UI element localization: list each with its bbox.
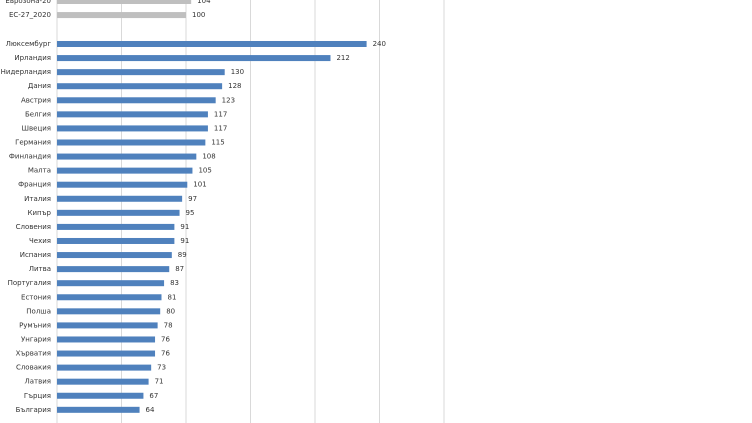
y-tick-label: Литва xyxy=(29,265,51,273)
bar xyxy=(57,69,225,76)
y-tick-label: Ирландия xyxy=(14,54,51,62)
y-tick-label: Гърция xyxy=(24,392,51,400)
value-label: 91 xyxy=(180,237,189,245)
value-label: 76 xyxy=(161,335,170,343)
bar xyxy=(57,83,223,90)
y-tick-label: Хърватия xyxy=(16,350,51,358)
value-label: 101 xyxy=(193,181,206,189)
y-tick-label: Нидерландия xyxy=(1,68,51,76)
value-label: 100 xyxy=(192,11,205,19)
y-tick-label: Унгария xyxy=(21,335,51,343)
value-label: 115 xyxy=(211,138,224,146)
bar xyxy=(57,12,186,19)
value-label: 91 xyxy=(180,223,189,231)
bar xyxy=(57,364,152,371)
value-label: 89 xyxy=(178,251,187,259)
bar xyxy=(57,181,188,188)
bar xyxy=(57,322,158,329)
value-label: 95 xyxy=(186,209,195,217)
y-tick-label: Испания xyxy=(20,251,51,259)
value-label: 117 xyxy=(214,124,227,132)
y-tick-label: Португалия xyxy=(8,279,51,287)
value-label: 81 xyxy=(167,293,176,301)
bar xyxy=(57,0,192,4)
value-label: 123 xyxy=(222,96,235,104)
y-tick-label: Словения xyxy=(16,223,51,231)
bar xyxy=(57,294,162,301)
value-label: 240 xyxy=(373,40,386,48)
y-tick-label: Белгия xyxy=(25,110,51,118)
bar xyxy=(57,336,156,343)
value-label: 78 xyxy=(164,321,173,329)
bar xyxy=(57,392,144,399)
value-label: 80 xyxy=(166,307,175,315)
y-tick-label: ЕС-27_2020 xyxy=(9,11,51,19)
y-tick-label: Чехия xyxy=(29,237,51,245)
bar xyxy=(57,139,206,146)
value-label: 130 xyxy=(231,68,244,76)
y-tick-label: Полша xyxy=(26,307,51,315)
bar xyxy=(57,308,161,315)
value-label: 212 xyxy=(336,54,349,62)
y-tick-label: Дания xyxy=(28,82,51,90)
value-label: 73 xyxy=(157,364,166,372)
bar xyxy=(57,167,193,174)
value-label: 117 xyxy=(214,110,227,118)
value-label: 76 xyxy=(161,350,170,358)
bar xyxy=(57,237,175,244)
bar xyxy=(57,350,156,357)
y-tick-label: Словакия xyxy=(16,364,51,372)
y-tick-label: Швеция xyxy=(22,124,51,132)
y-tick-label: Италия xyxy=(24,195,51,203)
value-label: 87 xyxy=(175,265,184,273)
value-label: 128 xyxy=(228,82,241,90)
bar xyxy=(57,97,216,104)
y-tick-label: Латвия xyxy=(24,378,51,386)
value-label: 64 xyxy=(146,406,155,414)
value-label: 97 xyxy=(188,195,197,203)
y-tick-label: Кипър xyxy=(28,209,52,217)
bar xyxy=(57,378,149,385)
value-label: 71 xyxy=(155,378,164,386)
y-tick-label: Франция xyxy=(18,181,51,189)
y-tick-label: България xyxy=(16,406,51,414)
bar xyxy=(57,209,180,216)
y-tick-label: Австрия xyxy=(21,96,51,104)
bar xyxy=(57,111,208,118)
bar xyxy=(57,125,208,132)
bar xyxy=(57,41,367,47)
bar xyxy=(57,280,165,287)
y-tick-label: Румъния xyxy=(19,321,51,329)
value-label: 67 xyxy=(149,392,158,400)
bar xyxy=(57,55,331,62)
y-tick-label: Естония xyxy=(21,293,51,301)
value-label: 104 xyxy=(197,0,211,5)
bar xyxy=(57,406,140,413)
bar xyxy=(57,153,197,160)
y-tick-label: Германия xyxy=(15,138,51,146)
y-tick-label: Малта xyxy=(28,167,51,175)
y-tick-label: Люксембург xyxy=(6,40,52,48)
value-label: 83 xyxy=(170,279,179,287)
bar xyxy=(57,252,172,259)
value-label: 108 xyxy=(202,153,215,161)
bar xyxy=(57,195,183,202)
y-tick-label: Еврозона-20 xyxy=(5,0,51,5)
y-tick-label: Финландия xyxy=(9,153,51,161)
bar xyxy=(57,266,170,273)
value-label: 105 xyxy=(198,167,211,175)
bar xyxy=(57,223,175,230)
